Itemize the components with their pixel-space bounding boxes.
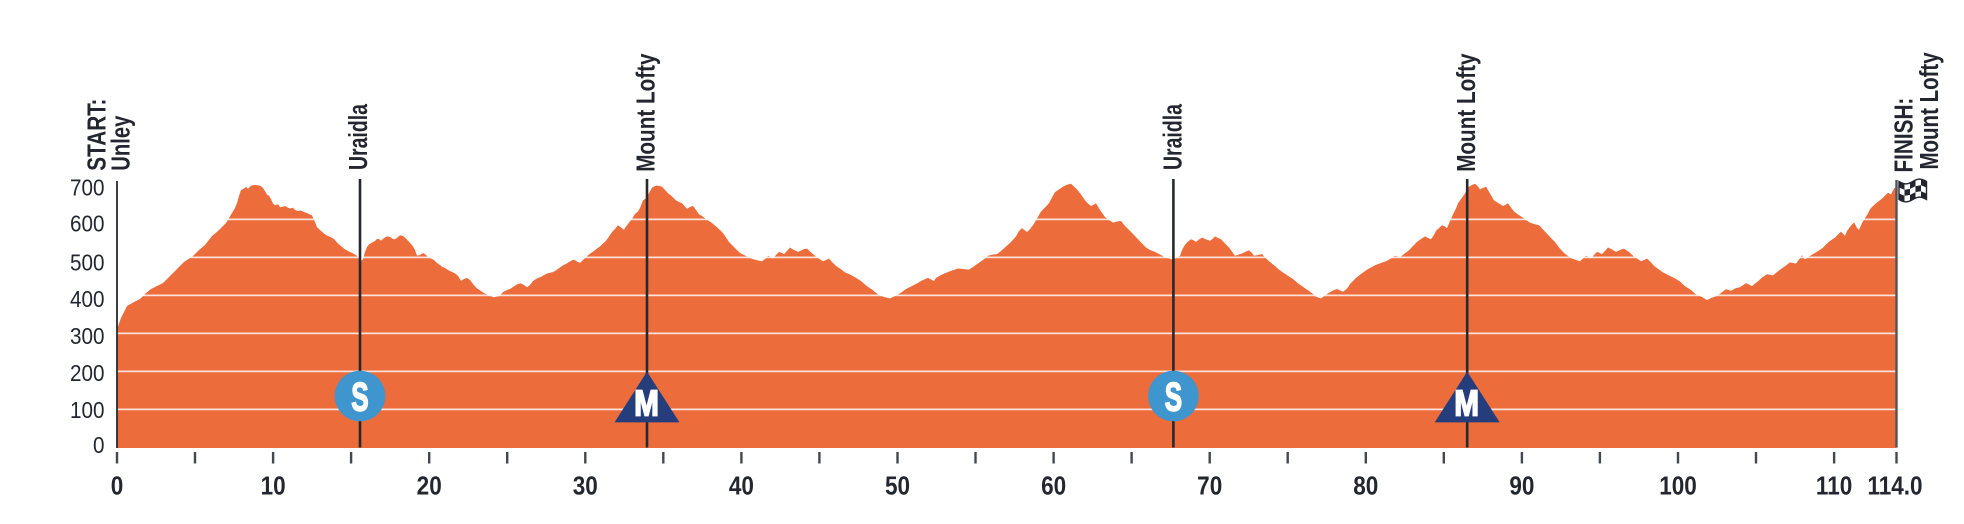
svg-text:400: 400 [70, 286, 104, 313]
svg-text:Mount Lofty: Mount Lofty [1452, 53, 1481, 171]
svg-text:300: 300 [70, 323, 104, 350]
svg-text:500: 500 [70, 249, 104, 276]
svg-text:S: S [1165, 376, 1182, 420]
svg-text:S: S [351, 376, 368, 420]
svg-text:START:: START: [82, 99, 111, 171]
svg-text:FINISH:: FINISH: [1890, 98, 1919, 173]
svg-text:30: 30 [573, 472, 598, 501]
svg-text:200: 200 [70, 360, 104, 387]
svg-text:70: 70 [1197, 472, 1222, 501]
svg-text:Uraidla: Uraidla [1158, 104, 1187, 170]
svg-text:Mount Lofty: Mount Lofty [632, 53, 661, 171]
svg-text:0: 0 [93, 432, 105, 459]
svg-text:700: 700 [70, 174, 104, 201]
svg-text:40: 40 [729, 472, 754, 501]
svg-text:M: M [634, 383, 659, 423]
svg-text:10: 10 [261, 472, 286, 501]
svg-text:90: 90 [1509, 472, 1534, 501]
svg-text:110: 110 [1816, 472, 1852, 501]
svg-text:114.0: 114.0 [1867, 472, 1922, 501]
svg-text:M: M [1454, 383, 1479, 423]
svg-text:Uraidla: Uraidla [344, 104, 373, 170]
svg-text:100: 100 [70, 397, 104, 424]
svg-text:80: 80 [1353, 472, 1378, 501]
svg-text:Unley: Unley [106, 116, 135, 171]
svg-text:20: 20 [417, 472, 442, 501]
svg-text:60: 60 [1041, 472, 1066, 501]
svg-text:600: 600 [70, 210, 104, 237]
svg-text:100: 100 [1659, 472, 1697, 501]
svg-text:0: 0 [111, 472, 124, 501]
svg-text:Mount Lofty: Mount Lofty [1915, 52, 1944, 169]
svg-text:50: 50 [885, 472, 910, 501]
